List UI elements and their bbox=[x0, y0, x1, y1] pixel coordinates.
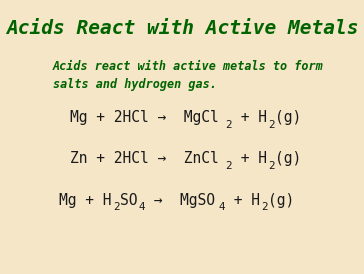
Text: 2: 2 bbox=[113, 202, 120, 212]
Text: 4: 4 bbox=[138, 202, 145, 212]
Text: + H: + H bbox=[225, 193, 260, 207]
Text: 2: 2 bbox=[269, 161, 275, 171]
Text: Zn + 2HCl →  ZnCl: Zn + 2HCl → ZnCl bbox=[70, 152, 219, 166]
Text: 2: 2 bbox=[261, 202, 268, 212]
Text: Mg + 2HCl →  MgCl: Mg + 2HCl → MgCl bbox=[70, 110, 219, 125]
Text: 2: 2 bbox=[225, 161, 232, 171]
Text: 4: 4 bbox=[218, 202, 225, 212]
Text: (g): (g) bbox=[276, 152, 302, 166]
Text: (g): (g) bbox=[268, 193, 294, 207]
Text: Acids React with Active Metals: Acids React with Active Metals bbox=[6, 19, 358, 38]
Text: (g): (g) bbox=[276, 110, 302, 125]
Text: SO: SO bbox=[120, 193, 138, 207]
Text: 2: 2 bbox=[225, 120, 232, 130]
FancyBboxPatch shape bbox=[32, 0, 332, 274]
Text: 2: 2 bbox=[269, 120, 275, 130]
Text: + H: + H bbox=[232, 152, 267, 166]
Text: →  MgSO: → MgSO bbox=[145, 193, 215, 207]
Text: Acids react with active metals to form
salts and hydrogen gas.: Acids react with active metals to form s… bbox=[53, 60, 324, 91]
Text: + H: + H bbox=[232, 110, 267, 125]
Text: Mg + H: Mg + H bbox=[59, 193, 111, 207]
